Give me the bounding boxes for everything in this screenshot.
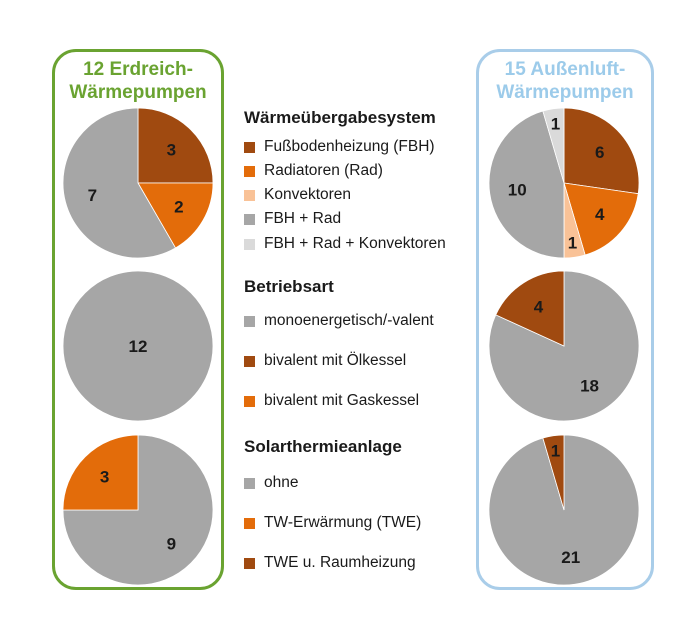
legend-item: ohne	[244, 473, 298, 493]
pie-data-label: 1	[551, 442, 560, 461]
pie-data-label: 1	[551, 115, 560, 134]
legend-swatch	[244, 355, 255, 367]
legend-swatch	[244, 395, 255, 407]
legend-swatch	[244, 141, 255, 153]
legend-label: bivalent mit Ölkessel	[264, 352, 407, 369]
legend-item: Fußbodenheizung (FBH)	[244, 137, 435, 157]
legend-label: TWE u. Raumheizung	[264, 554, 416, 571]
legend-label: FBH + Rad + Konvektoren	[264, 235, 446, 252]
pie-slice	[62, 107, 177, 259]
aussenluft-panel: 15 Außenluft- Wärmepumpen	[476, 49, 654, 590]
legend-label: monoenergetisch/-valent	[264, 312, 434, 329]
pie-slice	[137, 107, 214, 184]
legend-item: bivalent mit Gaskessel	[244, 391, 419, 411]
legend-item: TWE u. Raumheizung	[244, 553, 416, 573]
legend-section-title: Solarthermieanlage	[244, 437, 402, 456]
legend-label: bivalent mit Gaskessel	[264, 392, 420, 409]
legend-item: TW-Erwärmung (TWE)	[244, 513, 421, 533]
legend-swatch	[244, 315, 255, 327]
pie-chart: 18 4	[488, 270, 640, 422]
legend-swatch	[244, 189, 255, 201]
pie-slice	[62, 270, 214, 422]
pie-chart: 93	[62, 434, 214, 586]
erdreich-panel: 12 Erdreich- Wärmepumpen	[52, 49, 224, 590]
pie-data-label: 18	[580, 377, 599, 396]
pie-data-label: 21	[561, 548, 580, 567]
legend-section-title: Betriebsart	[244, 277, 334, 296]
pie-slice	[563, 107, 640, 195]
legend-swatch	[244, 213, 255, 225]
pie-slice	[495, 270, 565, 347]
pie-slice	[563, 182, 639, 256]
pie-slice	[62, 434, 214, 586]
pie-slice	[488, 110, 565, 259]
legend-swatch	[244, 557, 255, 569]
pie-slice	[542, 107, 565, 184]
erdreich-title-line-2: Wärmepumpen	[69, 82, 207, 103]
legend-item: FBH + Rad	[244, 209, 341, 229]
legend-swatch	[244, 517, 255, 529]
pie-slice	[542, 434, 565, 511]
legend-label: ohne	[264, 474, 299, 491]
legend-section-title: Wärmeübergabesystem	[244, 108, 436, 127]
legend-item: bivalent mit Ölkessel	[244, 351, 406, 371]
pie-slice	[62, 434, 139, 511]
legend-item: FBH + Rad + Konvektoren	[244, 234, 446, 254]
aussenluft-title-line-1: 15 Außenluft-	[504, 59, 626, 80]
legend-swatch	[244, 238, 255, 250]
aussenluft-title-line-2: Wärmepumpen	[496, 82, 634, 103]
erdreich-title-line-1: 12 Erdreich-	[83, 59, 193, 80]
legend-label: Konvektoren	[264, 186, 352, 203]
legend-swatch	[244, 165, 255, 177]
legend-label: Fußbodenheizung (FBH)	[264, 138, 435, 155]
legend-swatch	[244, 477, 255, 489]
legend-label: Radiatoren (Rad)	[264, 162, 383, 179]
pie-data-label: 7	[88, 186, 97, 205]
pie-chart: 12	[62, 270, 214, 422]
pie-data-label: 10	[508, 181, 527, 200]
erdreich-panel-title: 12 Erdreich- Wärmepumpen	[55, 58, 221, 104]
pie-data-label: 6	[595, 143, 604, 162]
aussenluft-panel-title: 15 Außenluft- Wärmepumpen	[479, 58, 651, 104]
pie-data-label: 2	[174, 198, 183, 217]
legend-label: TW-Erwärmung (TWE)	[264, 514, 422, 531]
pie-data-label: 12	[129, 337, 148, 356]
pie-data-label: 1	[568, 233, 577, 252]
pie-chart: 21 1	[488, 434, 640, 586]
pie-data-label: 3	[100, 468, 109, 487]
pie-data-label: 4	[595, 205, 605, 224]
legend-item: Konvektoren	[244, 185, 351, 205]
pie-data-label: 4	[534, 297, 544, 316]
pie-slice	[137, 182, 214, 249]
pie-chart: 3 2 7	[62, 107, 214, 259]
legend-item: monoenergetisch/-valent	[244, 311, 434, 331]
pie-data-label: 9	[167, 534, 176, 553]
legend-item: Radiatoren (Rad)	[244, 161, 383, 181]
legend-label: FBH + Rad	[264, 210, 342, 227]
pie-data-label: 3	[167, 141, 176, 160]
